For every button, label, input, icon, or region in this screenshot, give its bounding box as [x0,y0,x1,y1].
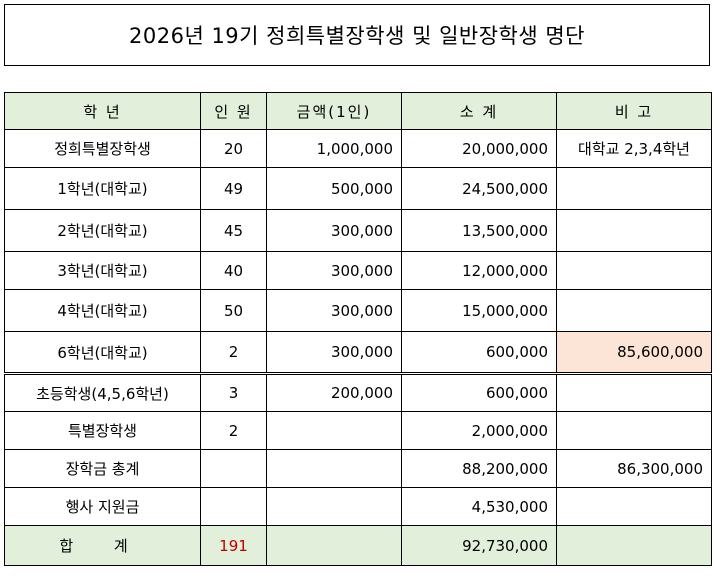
table-row: 4학년(대학교) 50 300,000 15,000,000 [4,289,712,332]
total-note [556,525,712,566]
total-amount [266,525,402,566]
cell-grade: 정희특별장학생 [4,129,201,168]
cell-note: 86,300,000 [556,449,712,488]
table-row: 3학년(대학교) 40 300,000 12,000,000 [4,251,712,290]
cell-note [556,167,712,210]
cell-note [556,251,712,290]
cell-grade: 초등학생(4,5,6학년) [4,373,201,412]
column-header-subtotal: 소 계 [401,92,557,130]
cell-amount [266,411,402,450]
table-row: 초등학생(4,5,6학년) 3 200,000 600,000 [4,373,712,412]
cell-note [556,487,712,526]
cell-count: 2 [200,331,267,375]
cell-amount [266,449,402,488]
cell-subtotal: 15,000,000 [401,289,557,332]
cell-subtotal: 12,000,000 [401,251,557,290]
column-header-note: 비 고 [556,92,712,130]
column-header-count: 인 원 [200,92,267,130]
cell-grade: 특별장학생 [4,411,201,450]
cell-count: 20 [200,129,267,168]
table-row: 정희특별장학생 20 1,000,000 20,000,000 대학교 2,3,… [4,129,712,168]
table-row: 특별장학생 2 2,000,000 [4,411,712,450]
cell-grade: 6학년(대학교) [4,331,201,375]
cell-count: 2 [200,411,267,450]
cell-subtotal: 600,000 [401,331,557,375]
cell-grade: 행사 지원금 [4,487,201,526]
cell-amount: 1,000,000 [266,129,402,168]
cell-count [200,487,267,526]
cell-count: 45 [200,209,267,252]
cell-count: 40 [200,251,267,290]
cell-count: 49 [200,167,267,210]
cell-note-highlight: 85,600,000 [556,331,712,375]
total-row: 합 계 191 92,730,000 [4,525,712,566]
cell-note [556,373,712,412]
table-row: 행사 지원금 4,530,000 [4,487,712,526]
cell-count: 3 [200,373,267,412]
cell-note [556,411,712,450]
total-subtotal: 92,730,000 [401,525,557,566]
cell-amount: 300,000 [266,251,402,290]
scholarship-table: 학 년 인 원 금액(1인) 소 계 비 고 정희특별장학생 20 1,000,… [4,92,712,566]
cell-grade: 4학년(대학교) [4,289,201,332]
cell-amount: 300,000 [266,289,402,332]
cell-subtotal: 13,500,000 [401,209,557,252]
cell-amount: 300,000 [266,209,402,252]
cell-amount [266,487,402,526]
total-label: 합 계 [4,525,201,566]
cell-count [200,449,267,488]
cell-grade: 2학년(대학교) [4,209,201,252]
table-header-row: 학 년 인 원 금액(1인) 소 계 비 고 [4,92,712,130]
cell-subtotal: 20,000,000 [401,129,557,168]
table-row: 장학금 총계 88,200,000 86,300,000 [4,449,712,488]
cell-amount: 300,000 [266,331,402,375]
cell-note [556,289,712,332]
total-count: 191 [200,525,267,566]
cell-note: 대학교 2,3,4학년 [556,129,712,168]
table-row: 2학년(대학교) 45 300,000 13,500,000 [4,209,712,252]
cell-grade: 1학년(대학교) [4,167,201,210]
page-title: 2026년 19기 정희특별장학생 및 일반장학생 명단 [4,4,710,66]
cell-subtotal: 24,500,000 [401,167,557,210]
table-row: 6학년(대학교) 2 300,000 600,000 85,600,000 [4,331,712,375]
cell-amount: 500,000 [266,167,402,210]
cell-subtotal: 600,000 [401,373,557,412]
cell-subtotal: 88,200,000 [401,449,557,488]
cell-grade: 장학금 총계 [4,449,201,488]
column-header-grade: 학 년 [4,92,201,130]
table-row: 1학년(대학교) 49 500,000 24,500,000 [4,167,712,210]
cell-amount: 200,000 [266,373,402,412]
cell-subtotal: 4,530,000 [401,487,557,526]
cell-note [556,209,712,252]
cell-subtotal: 2,000,000 [401,411,557,450]
cell-count: 50 [200,289,267,332]
column-header-amount: 금액(1인) [266,92,402,130]
cell-grade: 3학년(대학교) [4,251,201,290]
